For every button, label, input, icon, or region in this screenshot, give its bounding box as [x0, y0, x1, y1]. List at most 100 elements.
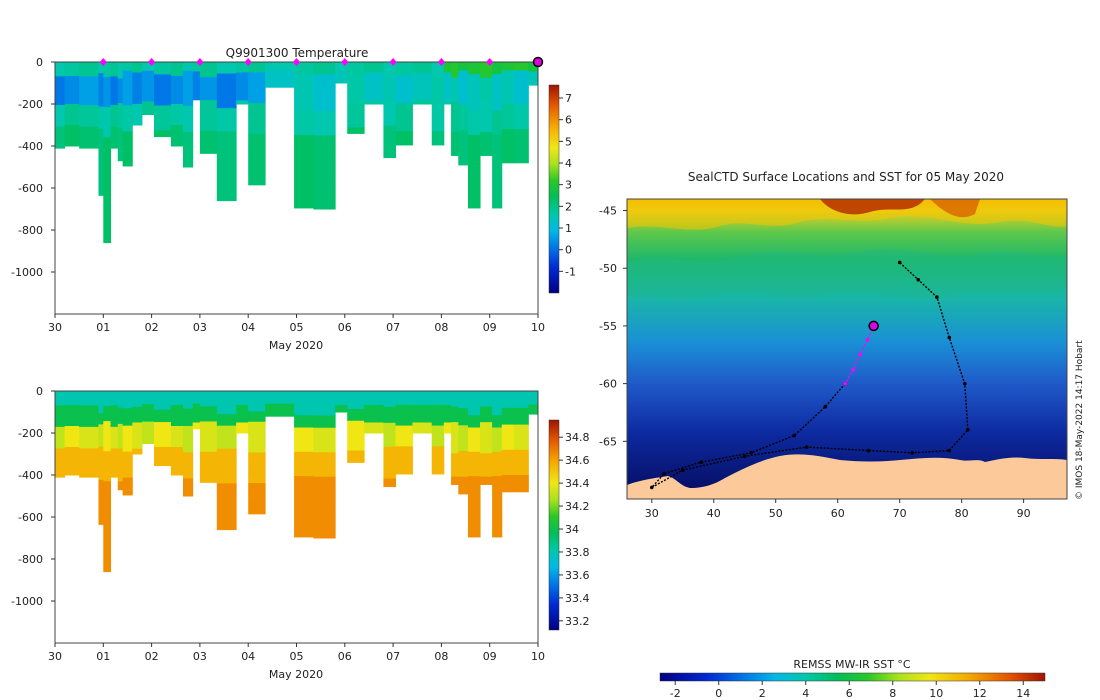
salinity-cell: [117, 423, 124, 433]
salinity-cell: [443, 391, 452, 395]
temperature-cell: [265, 70, 295, 73]
salinity-cell: [132, 438, 143, 444]
temperature-cell: [79, 69, 99, 77]
temperature-cell: [192, 77, 201, 82]
temperature-cell: [55, 62, 66, 70]
temperature-cell: [383, 141, 397, 151]
temperature-cell: [199, 84, 218, 93]
temperature-cell: [335, 77, 348, 80]
salinity-cell: [154, 422, 172, 429]
temperature-cell: [528, 67, 538, 71]
temperature-cell: [170, 90, 184, 98]
salinity-cell: [412, 391, 433, 395]
temperature-cell: [451, 93, 459, 102]
salinity-cell: [313, 464, 336, 478]
map-xtick-label: 30: [645, 507, 659, 520]
salinity-cell: [216, 425, 237, 438]
salinity-ytick-label: -400: [18, 469, 43, 482]
temperature-cell: [443, 76, 452, 80]
temperature-cell: [236, 83, 249, 87]
temperature-cell: [248, 92, 266, 104]
salinity-cell: [122, 468, 133, 479]
salinity-cell: [122, 408, 133, 418]
salinity-cell: [103, 436, 112, 452]
temperature-cell: [79, 62, 99, 70]
temperature-cell: [451, 108, 459, 118]
salinity-cell: [216, 391, 237, 404]
temperature-cell: [141, 97, 155, 102]
salinity-cell: [192, 419, 201, 423]
salinity-cell: [467, 439, 481, 453]
temperature-cell: [313, 160, 336, 173]
temperature-cell: [492, 74, 503, 87]
temperature-cell: [501, 78, 515, 88]
salinity-cell: [480, 422, 493, 431]
temperature-cell: [79, 119, 99, 128]
salinity-xtick-label: 30: [48, 650, 62, 663]
salinity-cell: [170, 405, 184, 413]
temperature-cell: [117, 111, 124, 121]
temperature-cell: [170, 139, 184, 147]
temperature-cell: [64, 104, 80, 112]
temperature-cell: [513, 104, 529, 113]
salinity-cell: [199, 391, 218, 400]
temperature-cell: [122, 122, 133, 132]
salinity-cell: [248, 493, 266, 505]
temperature-cell: [117, 119, 124, 129]
salinity-cell: [528, 404, 538, 407]
temperature-cell: [294, 98, 314, 112]
temperature-cell: [313, 123, 336, 136]
salinity-cb-label: 34: [565, 523, 579, 536]
salinity-cell: [79, 426, 99, 435]
salinity-cell: [98, 468, 104, 481]
temperature-cell: [335, 81, 348, 84]
salinity-cell: [248, 421, 266, 433]
temperature-cell: [480, 69, 493, 79]
salinity-cell: [141, 412, 155, 418]
salinity-cell: [110, 391, 119, 399]
temperature-cell: [294, 134, 314, 148]
temperature-cell: [383, 109, 397, 119]
temperature-cell: [216, 119, 237, 132]
temperature-cell: [216, 108, 237, 121]
salinity-cell: [110, 398, 119, 406]
temperature-cell: [458, 147, 469, 157]
temperature-cell: [313, 172, 336, 185]
salinity-cell: [313, 489, 336, 502]
temperature-cell: [110, 105, 119, 113]
salinity-cell: [335, 394, 348, 397]
salinity-cell: [364, 426, 384, 430]
temperature-cell: [55, 126, 66, 135]
salinity-cell: [443, 415, 452, 420]
surface-marker: [196, 58, 204, 66]
temperature-cell: [451, 132, 459, 141]
temperature-cell: [154, 111, 172, 119]
temperature-cell: [443, 100, 452, 105]
salinity-cell: [412, 401, 433, 406]
salinity-cell: [122, 477, 133, 487]
salinity-cell: [141, 395, 155, 401]
salinity-x-axis: 30 01 02 03 04 05 06 07 08 09 10: [48, 643, 545, 663]
temperature-cell: [395, 68, 413, 77]
temperature-cell: [364, 90, 384, 94]
salinity-cell: [141, 439, 155, 444]
temperature-cell: [480, 100, 493, 110]
salinity-cell: [192, 394, 201, 398]
salinity-cell: [79, 419, 99, 428]
surface-marker: [244, 58, 252, 66]
salinity-cell: [199, 467, 218, 476]
salinity-cell: [154, 440, 172, 448]
temperature-cell: [64, 76, 80, 84]
salinity-xtick-label: 04: [241, 650, 255, 663]
temperature-cell: [412, 97, 433, 101]
salinity-cell: [236, 419, 249, 423]
salinity-cell: [383, 462, 397, 472]
salinity-cell: [216, 448, 237, 461]
temperature-cell: [182, 149, 194, 159]
salinity-cell: [492, 439, 503, 453]
salinity-ytick-label: -800: [18, 553, 43, 566]
map-xtick-label: 80: [955, 507, 969, 520]
temperature-cell: [132, 114, 143, 121]
salinity-cell: [451, 391, 459, 400]
salinity-cell: [248, 462, 266, 474]
